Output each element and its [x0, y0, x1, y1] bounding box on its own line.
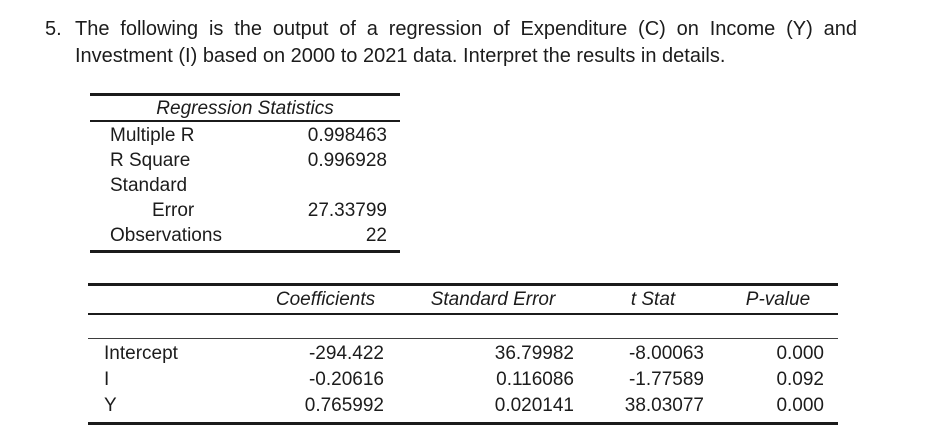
header-empty-cell: [88, 286, 253, 313]
stat-label-standard: Standard: [110, 175, 188, 196]
intercept-t-stat: -8.00063: [628, 343, 704, 364]
y-coefficient: 0.765992: [304, 395, 384, 416]
question-number: 5.: [45, 18, 62, 40]
stat-label-error: Error: [152, 200, 195, 221]
stat-value-observations: 22: [365, 225, 387, 246]
i-t-stat: -1.77589: [628, 369, 704, 390]
i-p-value: 0.092: [776, 369, 824, 390]
header-coefficients: Coefficients: [275, 289, 376, 310]
header-t-stat: t Stat: [630, 289, 676, 310]
intercept-coefficient: -294.422: [308, 343, 384, 364]
y-t-stat: 38.03077: [624, 395, 704, 416]
stat-label-multiple-r: Multiple R: [110, 125, 195, 146]
coefficients-body: Intercept -294.422 36.79982 -8.00063 0.0…: [88, 339, 838, 422]
row-label-i: I: [104, 369, 110, 390]
coefficients-header-row: Coefficients Standard Error t Stat P-val…: [88, 286, 838, 315]
row-label-y: Y: [104, 395, 117, 416]
coefficients-spacer-row: [88, 315, 838, 339]
question-line-1: The following is the output of a regress…: [75, 18, 857, 40]
question-text: The following is the output of a regress…: [75, 16, 857, 70]
y-p-value: 0.000: [776, 395, 824, 416]
header-p-value: P-value: [745, 289, 811, 310]
table-row: Observations 22: [90, 223, 400, 248]
question-line-2: Investment (I) based on 2000 to 2021 dat…: [75, 45, 726, 67]
intercept-standard-error: 36.79982: [494, 343, 574, 364]
question: 5. The following is the output of a regr…: [45, 16, 857, 70]
stat-label-observations: Observations: [110, 225, 222, 246]
regression-statistics-title: Regression Statistics: [90, 96, 400, 122]
table-row: Multiple R 0.998463: [90, 123, 400, 148]
stat-value-multiple-r: 0.998463: [307, 125, 387, 146]
table-row: Intercept -294.422 36.79982 -8.00063 0.0…: [88, 341, 838, 367]
table-row: R Square 0.996928: [90, 148, 400, 173]
table-row: Error 27.33799: [90, 198, 400, 223]
stat-value-r-square: 0.996928: [307, 150, 387, 171]
stat-value-error: 27.33799: [307, 200, 387, 221]
intercept-p-value: 0.000: [776, 343, 824, 364]
i-coefficient: -0.20616: [308, 369, 384, 390]
regression-statistics-table: Regression Statistics Multiple R 0.99846…: [90, 93, 400, 253]
stat-label-r-square: R Square: [110, 150, 191, 171]
header-standard-error: Standard Error: [430, 289, 556, 310]
y-standard-error: 0.020141: [494, 395, 574, 416]
i-standard-error: 0.116086: [496, 369, 574, 390]
regression-statistics-body: Multiple R 0.998463 R Square 0.996928 St…: [90, 122, 400, 250]
row-label-intercept: Intercept: [104, 343, 178, 364]
table-row: I -0.20616 0.116086 -1.77589 0.092: [88, 367, 838, 393]
coefficients-table: Coefficients Standard Error t Stat P-val…: [88, 283, 838, 425]
stat-value-standard: [387, 173, 400, 198]
table-row: Standard: [90, 173, 400, 198]
table-row: Y 0.765992 0.020141 38.03077 0.000: [88, 393, 838, 419]
